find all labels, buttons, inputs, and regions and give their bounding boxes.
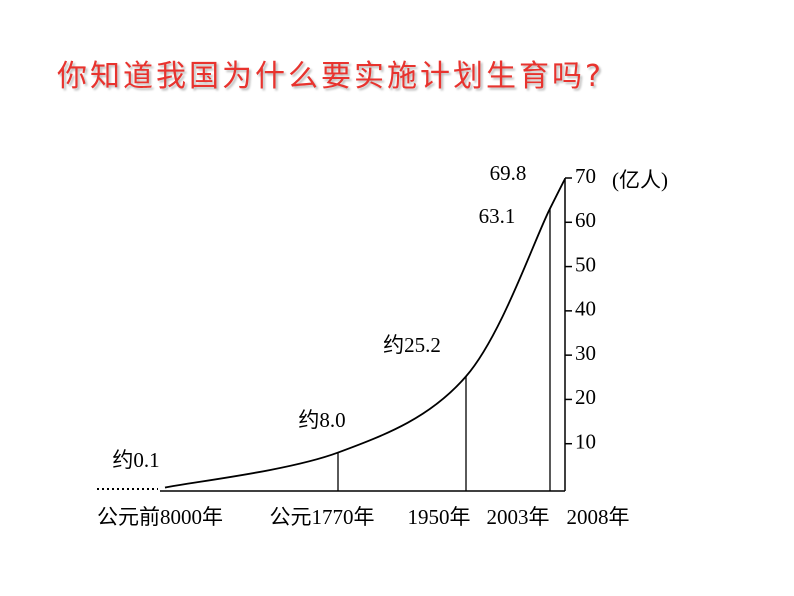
y-tick-label: 70 [575,164,596,188]
value-label: 约25.2 [383,333,441,357]
value-label: 约8.0 [298,408,345,432]
value-label: 69.8 [490,161,527,185]
y-tick-label: 40 [575,297,596,321]
y-tick-label: 60 [575,208,596,232]
x-tick-label: 1950年 [408,505,471,529]
x-tick-label: 2008年 [567,505,630,529]
population-curve [164,178,566,489]
y-axis-label: (亿人) [612,168,668,192]
x-tick-label: 公元1770年 [270,505,375,529]
x-tick-label: 2003年 [487,505,550,529]
y-tick-label: 50 [575,252,596,276]
slide-title: 你知道我国为什么要实施计划生育吗? [57,59,604,94]
y-tick-label: 10 [575,430,596,454]
x-tick-label: 公元前8000年 [97,505,223,529]
y-tick-label: 20 [575,385,596,409]
y-tick-label: 30 [575,341,596,365]
value-label: 63.1 [479,204,516,228]
value-label: 约0.1 [112,448,159,472]
